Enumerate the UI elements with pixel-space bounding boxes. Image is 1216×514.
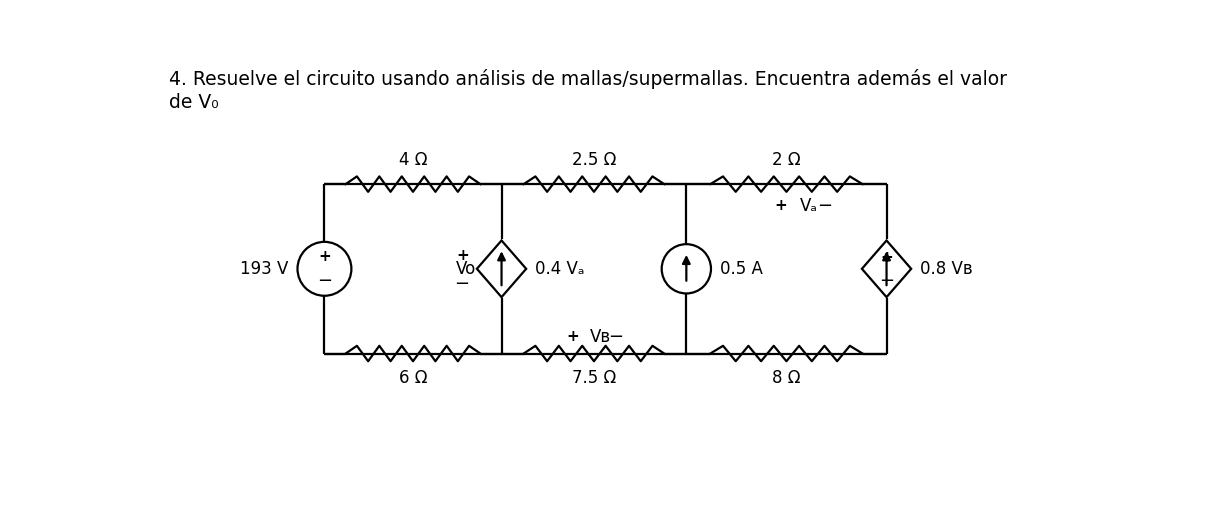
- Text: −: −: [879, 271, 894, 289]
- Text: +: +: [456, 248, 469, 263]
- Text: 8 Ω: 8 Ω: [772, 369, 800, 387]
- Text: Vo: Vo: [456, 260, 475, 278]
- Text: 0.8 Vʙ: 0.8 Vʙ: [921, 260, 973, 278]
- Text: de V₀: de V₀: [169, 93, 219, 112]
- Text: 193 V: 193 V: [240, 260, 288, 278]
- Text: −: −: [817, 197, 833, 215]
- Text: 0.4 Vₐ: 0.4 Vₐ: [535, 260, 585, 278]
- Text: +: +: [880, 250, 893, 265]
- Text: 2.5 Ω: 2.5 Ω: [572, 151, 617, 169]
- Text: +: +: [319, 249, 331, 264]
- Text: +: +: [775, 198, 788, 213]
- Text: +: +: [565, 329, 579, 344]
- Text: 4. Resuelve el circuito usando análisis de mallas/supermallas. Encuentra además : 4. Resuelve el circuito usando análisis …: [169, 68, 1007, 88]
- Text: Vₐ: Vₐ: [800, 197, 818, 215]
- Text: 0.5 A: 0.5 A: [720, 260, 764, 278]
- Text: −: −: [608, 327, 623, 345]
- Text: −: −: [454, 274, 469, 292]
- Text: 4 Ω: 4 Ω: [399, 151, 427, 169]
- Text: 6 Ω: 6 Ω: [399, 369, 427, 387]
- Text: Vʙ: Vʙ: [590, 327, 612, 345]
- Text: 7.5 Ω: 7.5 Ω: [572, 369, 617, 387]
- Text: 2 Ω: 2 Ω: [772, 151, 801, 169]
- Text: −: −: [317, 272, 332, 290]
